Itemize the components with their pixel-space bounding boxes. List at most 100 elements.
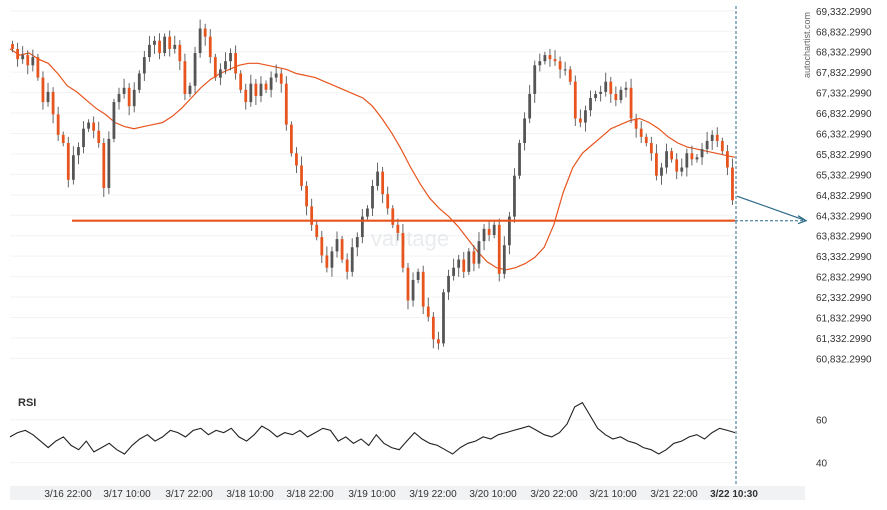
candle [665, 143, 668, 174]
candle-body [502, 245, 506, 274]
candle [163, 33, 167, 57]
candle-body [584, 110, 587, 123]
candle [335, 231, 339, 258]
candle [183, 53, 187, 101]
candle-body [11, 44, 14, 49]
candle [518, 139, 521, 179]
price-tick-label: 67,332.2990 [816, 89, 872, 100]
candle [340, 235, 344, 263]
candle [300, 156, 303, 191]
candle [82, 121, 85, 154]
candle [122, 78, 126, 99]
candle-body [685, 153, 689, 168]
candle [614, 86, 618, 107]
candle [548, 48, 552, 67]
candle [320, 230, 324, 264]
candle [244, 83, 248, 110]
candle [680, 158, 684, 177]
candle-body [183, 61, 187, 94]
time-tick-label: 3/18 10:00 [226, 489, 274, 500]
candle [203, 23, 207, 46]
candle [310, 198, 314, 231]
candle [563, 61, 567, 76]
candle-body [148, 44, 151, 58]
candle [325, 246, 329, 273]
rsi-line [9, 401, 736, 455]
candle-body [568, 69, 572, 82]
price-tick-label: 69,332.2990 [816, 7, 872, 18]
candle-body [325, 255, 329, 268]
candle [350, 238, 354, 277]
candle [442, 288, 445, 347]
candle-body [376, 171, 379, 186]
moving-average-group [9, 48, 736, 271]
price-tick-label: 68,832.2990 [816, 27, 872, 38]
candle-body [132, 89, 136, 107]
candle-body [670, 151, 674, 160]
candle [117, 87, 121, 110]
candle-body [173, 44, 177, 49]
candle-body [36, 57, 40, 78]
candle-body [264, 83, 268, 90]
candle-body [219, 69, 222, 78]
candle-body [300, 165, 303, 186]
candle-body [51, 91, 55, 115]
candle [188, 82, 192, 98]
candle [411, 272, 415, 307]
candle-body [528, 93, 532, 119]
rsi-panel-label: RSI [18, 397, 36, 409]
candle-body [538, 61, 542, 66]
time-tick-label: 3/17 22:00 [165, 489, 213, 500]
candle [644, 133, 648, 147]
candle [229, 48, 232, 71]
price-tick-label: 62,332.2990 [816, 293, 872, 304]
candle [46, 82, 50, 107]
price-tick-label: 63,832.2990 [816, 232, 872, 243]
price-tick-label: 65,332.2990 [816, 170, 872, 181]
candle-body [56, 114, 60, 135]
time-tick-label: 3/20 10:00 [469, 489, 517, 500]
candle-body [406, 267, 410, 301]
candle-body [295, 153, 298, 166]
candle-body [578, 118, 582, 123]
candle-body [269, 77, 273, 90]
candle [386, 186, 390, 215]
candle [26, 50, 30, 75]
candle-body [518, 142, 521, 176]
price-tick-label: 62,832.2990 [816, 273, 872, 284]
candle-body [355, 237, 359, 248]
candle [710, 130, 714, 150]
time-tick-label: 3/20 22:00 [530, 489, 578, 500]
price-tick-label: 61,832.2990 [816, 314, 872, 325]
candle-body [665, 151, 668, 168]
candle-body [279, 73, 283, 84]
candle [406, 263, 410, 310]
candle-body [213, 57, 217, 78]
price-tick-label: 63,332.2990 [816, 252, 872, 263]
candle-body [239, 73, 243, 90]
candle [274, 64, 278, 83]
candle-body [193, 53, 197, 86]
price-tick-label: 60,832.2990 [816, 354, 872, 365]
candle-body [335, 239, 339, 252]
candle-body [472, 251, 476, 264]
candle [41, 71, 45, 110]
candle-body [315, 224, 319, 238]
candle-body [330, 251, 334, 268]
candle [345, 253, 349, 280]
candle [208, 29, 212, 64]
candle [376, 162, 379, 191]
candle [452, 258, 456, 281]
candle-body [553, 59, 557, 62]
candle-body [137, 73, 141, 90]
candle [715, 127, 719, 148]
candle [447, 269, 450, 300]
candle-body [178, 44, 182, 62]
candle-body [401, 232, 405, 268]
candle [132, 82, 136, 113]
candle [289, 121, 293, 157]
candle-body [71, 155, 75, 180]
candle [249, 74, 253, 107]
candle-body [203, 28, 207, 37]
candle [391, 205, 395, 229]
